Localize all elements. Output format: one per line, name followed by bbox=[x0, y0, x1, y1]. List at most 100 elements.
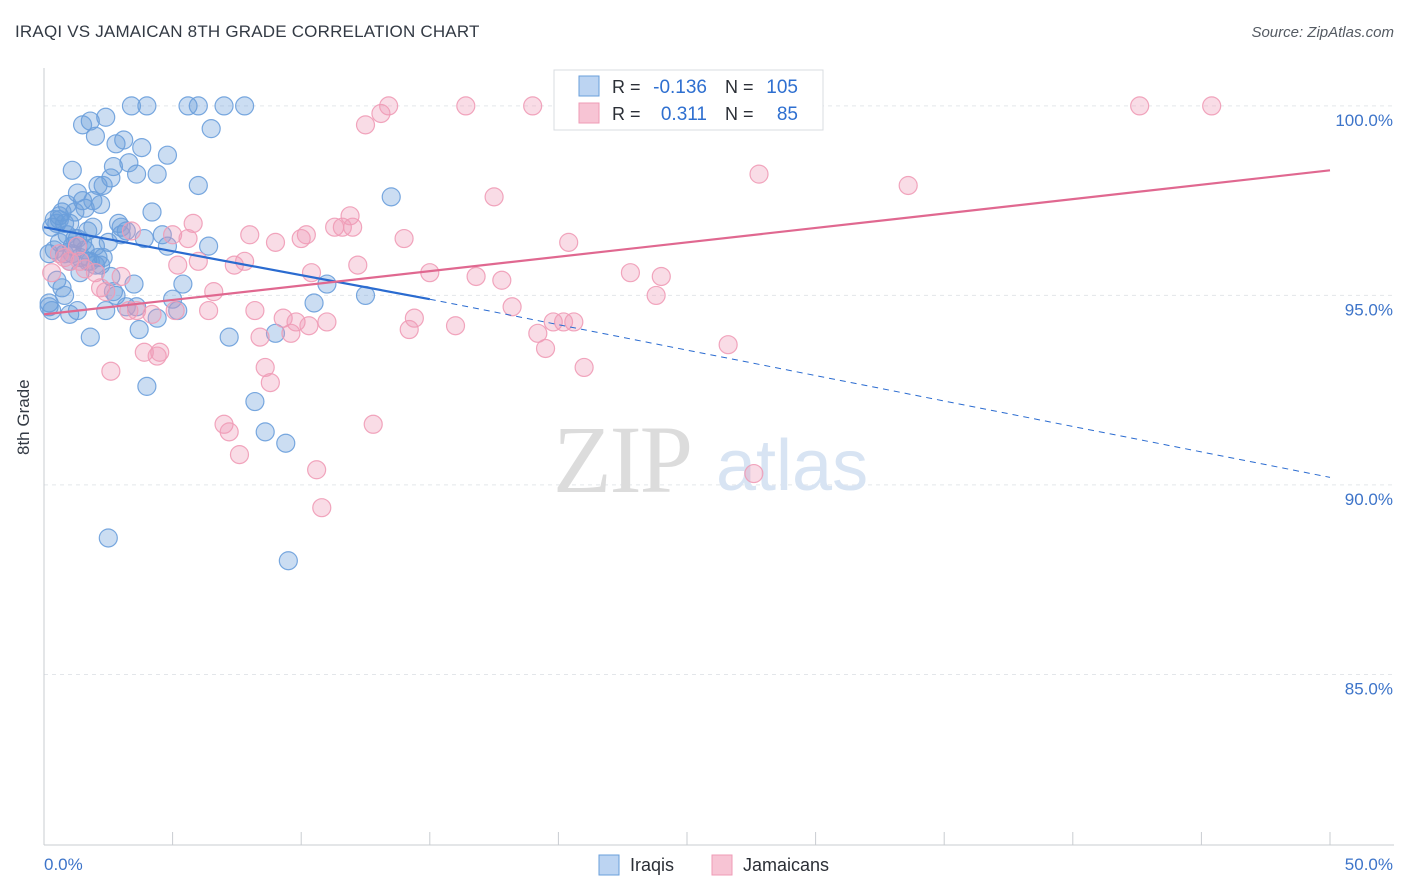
point-jamaicans bbox=[343, 217, 363, 237]
point-iraqis bbox=[72, 191, 93, 211]
point-iraqis bbox=[304, 293, 324, 313]
point-iraqis bbox=[116, 221, 136, 241]
point-iraqis bbox=[93, 175, 113, 196]
point-jamaicans bbox=[559, 232, 579, 252]
legend-box: R = -0.136 N = 105 R = 0.311 N = 85 bbox=[553, 69, 824, 131]
point-iraqis bbox=[93, 247, 113, 268]
point-jamaicans bbox=[235, 251, 255, 271]
point-iraqis bbox=[98, 528, 118, 548]
point-jamaicans bbox=[273, 308, 293, 328]
point-iraqis bbox=[265, 323, 286, 343]
point-jamaicans bbox=[492, 270, 512, 290]
point-jamaicans bbox=[371, 103, 391, 124]
point-iraqis bbox=[137, 376, 157, 396]
point-jamaicans bbox=[183, 213, 203, 233]
point-iraqis bbox=[219, 327, 239, 347]
y-tick-label-85: 85.0% bbox=[1345, 679, 1393, 698]
point-jamaicans bbox=[1202, 96, 1222, 116]
point-iraqis bbox=[75, 198, 95, 218]
point-jamaicans bbox=[229, 445, 250, 465]
point-iraqis bbox=[147, 308, 167, 328]
point-iraqis bbox=[255, 422, 275, 442]
point-iraqis bbox=[137, 96, 157, 116]
legend-n-value-jamaicans: 85 bbox=[777, 104, 798, 125]
point-jamaicans bbox=[219, 422, 239, 442]
point-iraqis bbox=[42, 300, 62, 321]
point-jamaicans bbox=[363, 414, 383, 434]
watermark: ZIP atlas bbox=[553, 406, 868, 513]
point-iraqis bbox=[129, 319, 149, 340]
point-jamaicans bbox=[296, 225, 316, 245]
point-iraqis bbox=[88, 247, 108, 268]
bottom-legend-swatch-iraqis bbox=[598, 854, 620, 876]
point-jamaicans bbox=[744, 463, 764, 484]
legend-swatch-iraqis bbox=[578, 75, 600, 97]
point-jamaicans bbox=[399, 319, 419, 340]
gridlines bbox=[44, 105, 1394, 675]
point-iraqis bbox=[96, 300, 116, 321]
trend-line-iraqis-extension bbox=[429, 298, 1331, 478]
point-jamaicans bbox=[165, 300, 185, 321]
point-jamaicans bbox=[163, 225, 183, 245]
point-iraqis bbox=[62, 160, 82, 180]
point-iraqis bbox=[147, 164, 167, 184]
y-tick-labels: 85.0% 90.0% 95.0% 100.0% bbox=[1335, 111, 1393, 699]
point-iraqis bbox=[214, 96, 234, 116]
point-iraqis bbox=[235, 96, 255, 116]
point-iraqis bbox=[54, 285, 75, 306]
point-iraqis bbox=[178, 96, 198, 116]
legend-r-value-jamaicans: 0.311 bbox=[661, 104, 707, 125]
point-jamaicans bbox=[394, 228, 414, 249]
point-iraqis bbox=[188, 175, 208, 196]
point-jamaicans bbox=[42, 263, 62, 283]
point-iraqis bbox=[101, 168, 121, 188]
bottom-legend-label-jamaicans: Jamaicans bbox=[743, 855, 829, 875]
legend-r-label-jamaicans: R = bbox=[612, 104, 641, 124]
x-tick-label-min: 0.0% bbox=[44, 855, 83, 874]
point-jamaicans bbox=[317, 312, 337, 332]
point-iraqis bbox=[276, 433, 296, 453]
point-iraqis bbox=[173, 274, 193, 294]
point-jamaicans bbox=[101, 361, 121, 381]
y-tick-label-95: 95.0% bbox=[1345, 300, 1393, 319]
point-iraqis bbox=[121, 96, 142, 116]
point-jamaicans bbox=[502, 297, 522, 317]
point-iraqis bbox=[126, 164, 147, 184]
point-iraqis bbox=[65, 202, 85, 222]
point-jamaicans bbox=[147, 346, 167, 366]
point-jamaicans bbox=[355, 115, 376, 135]
point-jamaicans bbox=[620, 263, 641, 283]
point-iraqis bbox=[103, 156, 124, 177]
point-iraqis bbox=[72, 115, 93, 135]
point-jamaicans bbox=[543, 312, 563, 332]
legend-n-value-iraqis: 105 bbox=[766, 77, 798, 98]
point-jamaicans bbox=[134, 342, 154, 362]
point-jamaicans bbox=[404, 308, 424, 328]
point-iraqis bbox=[114, 130, 134, 150]
point-jamaicans bbox=[54, 247, 75, 268]
point-jamaicans bbox=[121, 221, 142, 241]
point-jamaicans bbox=[348, 255, 368, 275]
point-iraqis bbox=[83, 191, 103, 211]
y-tick-label-90: 90.0% bbox=[1345, 490, 1393, 509]
point-jamaicans bbox=[240, 225, 260, 245]
watermark-zip: ZIP bbox=[553, 406, 691, 513]
bottom-legend: Iraqis Jamaicans bbox=[598, 854, 829, 876]
point-jamaicans bbox=[90, 278, 111, 298]
point-jamaicans bbox=[535, 338, 556, 359]
point-jamaicans bbox=[379, 96, 399, 116]
point-iraqis bbox=[201, 119, 221, 139]
point-jamaicans bbox=[749, 164, 769, 184]
point-iraqis bbox=[96, 107, 116, 127]
point-jamaicans bbox=[255, 357, 275, 378]
point-iraqis bbox=[188, 96, 208, 116]
point-jamaicans bbox=[307, 460, 327, 480]
legend-r-label-iraqis: R = bbox=[612, 77, 641, 97]
point-iraqis bbox=[57, 194, 77, 215]
point-iraqis bbox=[42, 217, 62, 237]
point-iraqis bbox=[119, 153, 139, 173]
point-iraqis bbox=[85, 126, 106, 146]
trend-lines bbox=[43, 169, 1331, 478]
trend-line-jamaicans bbox=[43, 169, 1331, 316]
